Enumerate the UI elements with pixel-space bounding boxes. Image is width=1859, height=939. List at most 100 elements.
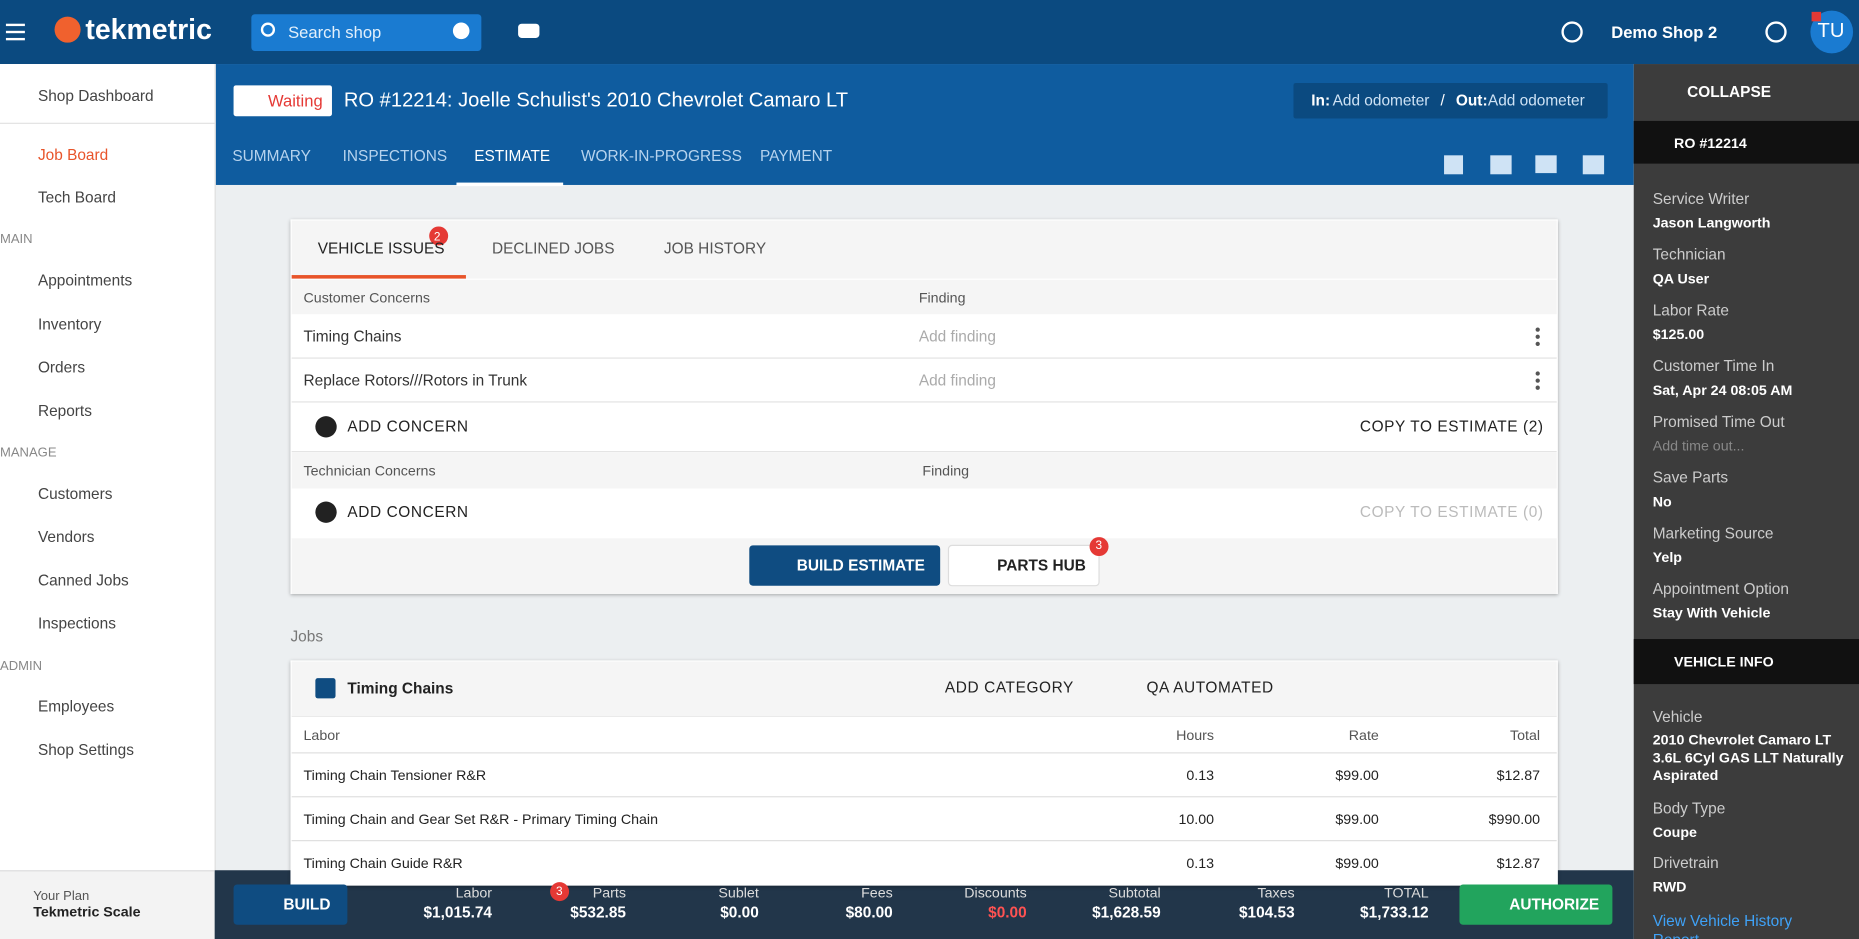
field-value: $125.00: [1652, 326, 1705, 343]
ro-title: RO #12214: Joelle Schulist's 2010 Chevro…: [343, 88, 849, 112]
add-category[interactable]: ADD CATEGORY: [944, 678, 1074, 696]
issues-tab[interactable]: DECLINED JOBS: [492, 239, 615, 258]
job-checkbox[interactable]: [315, 678, 336, 699]
panel-title: RO #12214: [1674, 135, 1747, 152]
labor-value: $99.00: [1335, 810, 1379, 828]
odometer-out-label: Out:: [1455, 91, 1488, 110]
field-value: QA User: [1652, 270, 1710, 287]
total-value: $1,015.74: [423, 903, 493, 922]
field-label: Body Type: [1652, 799, 1726, 817]
authorize-button[interactable]: [1459, 884, 1613, 925]
nav-item[interactable]: Reports: [37, 401, 92, 420]
build-button[interactable]: [233, 884, 348, 925]
labor-value: 0.13: [1186, 767, 1215, 784]
issues-tab[interactable]: JOB HISTORY: [663, 239, 767, 258]
odometer-out[interactable]: Add odometer: [1487, 91, 1585, 110]
nav-item[interactable]: Inspections: [37, 614, 116, 632]
copy-to-estimate: COPY TO ESTIMATE (0): [1359, 502, 1544, 521]
nav-item[interactable]: Shop Settings: [37, 741, 134, 759]
history-link[interactable]: View Vehicle History Report: [1652, 911, 1793, 939]
section-header: Customer Concerns: [303, 289, 431, 306]
field-label: Vehicle: [1652, 707, 1703, 726]
ro-tab[interactable]: SUMMARY: [232, 147, 311, 165]
nav-item[interactable]: Vendors: [37, 527, 95, 546]
finding-placeholder[interactable]: Add finding: [918, 371, 996, 389]
field-value: 2010 Chevrolet Camaro LT 3.6L 6Cyl GAS L…: [1652, 731, 1844, 784]
nav-item[interactable]: Orders: [37, 358, 86, 376]
ro-tab[interactable]: PAYMENT: [759, 147, 833, 165]
nav-item[interactable]: Employees: [37, 697, 115, 715]
panel-title: VEHICLE INFO: [1674, 653, 1774, 670]
nav-item[interactable]: Job Board: [37, 145, 109, 164]
jobs-label: Jobs: [290, 627, 324, 645]
field-label: Customer Time In: [1652, 356, 1775, 375]
nav-section: MAIN: [0, 232, 33, 247]
column-header: Rate: [1348, 726, 1379, 744]
nav-item[interactable]: Appointments: [37, 271, 133, 290]
column-header: Hours: [1176, 726, 1215, 744]
authorize-label[interactable]: AUTHORIZE: [1509, 895, 1600, 913]
nav-item[interactable]: Customers: [37, 484, 113, 503]
field-value: Yelp: [1652, 548, 1682, 566]
add-concern[interactable]: ADD CONCERN: [347, 417, 469, 436]
status-badge: Waiting: [267, 91, 323, 111]
nav-item[interactable]: Canned Jobs: [37, 571, 129, 590]
search-box[interactable]: [251, 14, 482, 51]
field-value: RWD: [1652, 878, 1687, 896]
total-label: TOTAL: [1384, 884, 1429, 902]
odometer-separator: /: [1440, 91, 1445, 110]
total-value: $0.00: [988, 903, 1027, 922]
field-value: Add time out...: [1652, 437, 1745, 455]
field-value: Stay With Vehicle: [1652, 604, 1771, 622]
field-value: No: [1652, 493, 1672, 510]
copy-to-estimate[interactable]: COPY TO ESTIMATE (2): [1359, 417, 1544, 436]
field-label: Service Writer: [1652, 189, 1750, 208]
labor-name: Timing Chain Guide R&R: [303, 854, 463, 872]
parts-hub-button[interactable]: [947, 544, 1100, 587]
field-label: Marketing Source: [1652, 524, 1774, 542]
tab-badge: 2: [433, 231, 441, 245]
concern: Timing Chains: [303, 327, 402, 346]
clock-icon[interactable]: [1765, 21, 1787, 43]
vehicle-icon[interactable]: [518, 23, 540, 38]
section-header: Technician Concerns: [303, 462, 436, 479]
ro-tab[interactable]: WORK-IN-PROGRESS: [580, 147, 742, 165]
ro-tab[interactable]: ESTIMATE: [474, 147, 551, 165]
odometer-box[interactable]: [1293, 82, 1608, 119]
total-value: $1,628.59: [1092, 903, 1161, 922]
right-panel: [1633, 64, 1859, 939]
nav-item[interactable]: Inventory: [37, 315, 102, 334]
field-label: Technician: [1652, 245, 1726, 264]
column-header: Finding: [918, 289, 966, 306]
nav-item[interactable]: Shop Dashboard: [37, 86, 154, 105]
field-label: Save Parts: [1652, 468, 1729, 487]
concern: Replace Rotors///Rotors in Trunk: [303, 371, 528, 389]
labor-name: Timing Chain Tensioner R&R: [303, 767, 487, 784]
menu-icon[interactable]: [5, 23, 25, 27]
field-label: Labor Rate: [1652, 301, 1729, 319]
total-label: Subtotal: [1108, 884, 1161, 902]
total-label: Labor: [455, 884, 493, 902]
field-value: Coupe: [1652, 823, 1697, 841]
help-icon[interactable]: [1561, 21, 1583, 43]
labor-value: $12.87: [1496, 854, 1541, 872]
finding-placeholder[interactable]: Add finding: [918, 327, 996, 346]
issues-tab[interactable]: VEHICLE ISSUES: [317, 239, 445, 258]
nav-item[interactable]: Tech Board: [37, 188, 116, 207]
search-placeholder[interactable]: Search shop: [288, 22, 382, 42]
technician-select[interactable]: QA AUTOMATED: [1146, 678, 1274, 696]
column-header: Finding: [922, 462, 970, 479]
logo: tekmetric: [85, 14, 212, 47]
odometer-in[interactable]: Add odometer: [1332, 91, 1430, 110]
build-label[interactable]: BUILD: [283, 895, 331, 913]
shop-selector[interactable]: Demo Shop 2: [1611, 22, 1718, 42]
ro-tab[interactable]: INSPECTIONS: [342, 147, 448, 165]
build-estimate-label[interactable]: BUILD ESTIMATE: [796, 556, 925, 574]
add-concern[interactable]: ADD CONCERN: [347, 502, 469, 521]
build-estimate-button[interactable]: [749, 545, 941, 586]
field-label: Appointment Option: [1652, 579, 1789, 598]
parts-hub-label[interactable]: PARTS HUB: [997, 556, 1086, 574]
collapse[interactable]: COLLAPSE: [1687, 82, 1772, 101]
